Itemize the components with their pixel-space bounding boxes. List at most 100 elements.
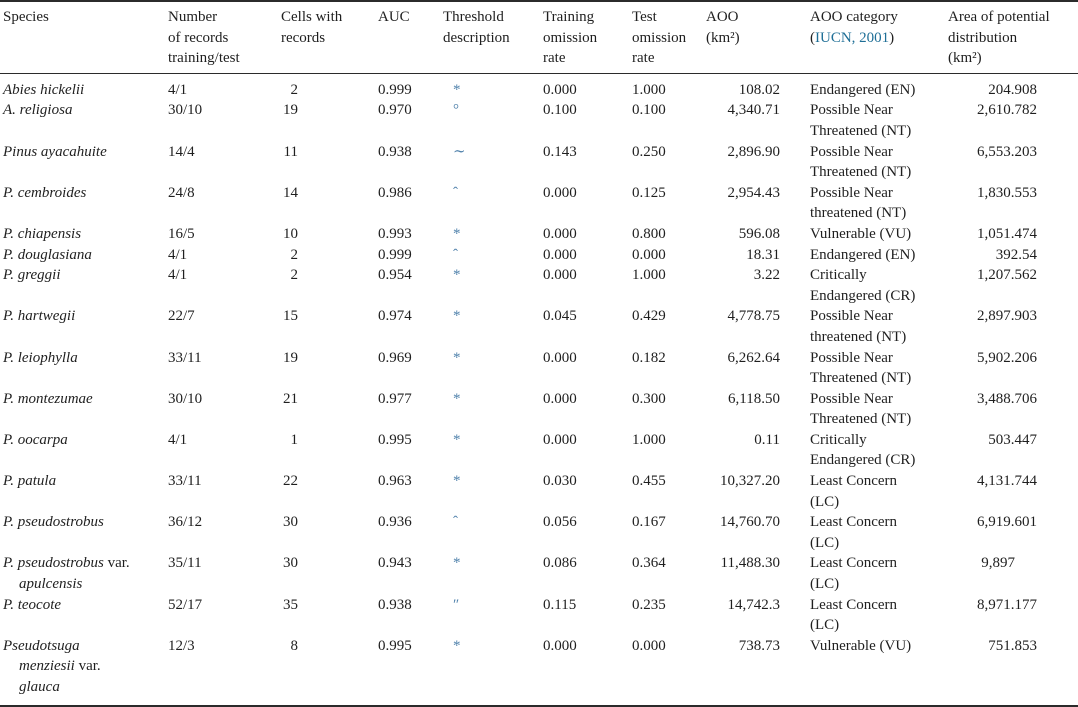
cells-with-records-cell: 35	[283, 596, 298, 613]
training-omission-cell: 0.143	[543, 143, 577, 160]
category-line: Threatened (NT)	[810, 370, 912, 387]
header-line: rate	[543, 50, 566, 67]
threshold-symbol: ˆ	[453, 514, 458, 531]
header-line: Species	[3, 9, 49, 25]
aoo-cell: 738.73	[738, 637, 780, 654]
area-value: 503.447	[988, 431, 1037, 448]
species-cell: P. pseudostrobus	[0, 512, 168, 553]
category-line: Threatened (NT)	[810, 164, 912, 181]
auc-cell: 0.999	[378, 246, 412, 263]
cells-with-records-cell: 8	[290, 637, 299, 654]
records-cell: 33/11	[168, 473, 202, 490]
aoo-cell: 0.11	[754, 431, 780, 448]
header-line: distribution	[948, 29, 1018, 46]
auc-cell: 0.986	[378, 184, 412, 201]
test-omission-cell: 0.455	[632, 473, 666, 490]
records-cell: 22/7	[168, 308, 195, 325]
aoo-cell: 11,488.30	[720, 555, 780, 572]
table-row: P. greggii 4/1 2 0.954 * 0.000 1.000 3.22 Critic…	[0, 265, 1078, 306]
training-omission-cell: 0.000	[543, 390, 577, 407]
threshold-symbol: *	[453, 473, 461, 490]
category-line: Possible Near	[810, 308, 893, 325]
species-line: P. leiophylla	[3, 348, 168, 369]
aoo-cell: 108.02	[738, 81, 780, 98]
threshold-symbol: °	[453, 102, 459, 119]
table-row: P. pseudostrobus var. apulcensis 35/11 30 0.…	[0, 553, 1078, 594]
threshold-cell: *	[443, 224, 543, 245]
species-name-part: Pinus ayacahuite	[3, 143, 107, 160]
area-value: 5,902.206	[977, 349, 1037, 366]
category-line: Vulnerable (VU)	[810, 225, 912, 242]
category-line: Endangered (EN)	[810, 81, 916, 98]
aoo-category-cell: Least Concern (LC)	[810, 512, 948, 553]
aoo-category-cell: Endangered (EN)	[810, 73, 948, 100]
area-cell: 1,051.474	[948, 224, 1078, 245]
auc-cell: 0.969	[378, 349, 412, 366]
species-line: Abies hickelii	[3, 80, 168, 101]
records-cell: 30/10	[168, 390, 203, 407]
species-name-part: P. cembroides	[3, 184, 87, 201]
test-omission-cell: 1.000	[632, 81, 666, 98]
threshold-symbol: ∼	[453, 143, 466, 160]
species-name-part: P. leiophylla	[3, 349, 78, 366]
area-cell: 6,553.203	[948, 142, 1078, 183]
auc-cell: 0.936	[378, 514, 412, 531]
threshold-symbol: ″	[453, 596, 460, 613]
cells-with-records-cell: 2	[290, 267, 299, 284]
category-line: Possible Near	[810, 349, 893, 366]
aoo-category-cell: Possible Near threatened (NT)	[810, 183, 948, 224]
col-header-training: Training omission rate	[543, 1, 632, 74]
threshold-cell: *	[443, 73, 543, 100]
area-cell: 2,897.903	[948, 306, 1078, 347]
test-omission-cell: 0.100	[632, 102, 666, 119]
header-row: Species Number of records training/test Cell…	[0, 1, 1078, 74]
test-omission-cell: 0.364	[632, 555, 666, 572]
iucn-citation-link[interactable]: IUCN, 2001	[815, 29, 890, 46]
auc-cell: 0.943	[378, 555, 412, 572]
threshold-cell: *	[443, 471, 543, 512]
header-line: rate	[632, 50, 655, 67]
species-name-part: P. pseudostrobus	[3, 514, 104, 531]
category-line: Endangered (EN)	[810, 246, 916, 263]
species-name-part: P. patula	[3, 473, 57, 490]
species-line: P. cembroides	[3, 183, 168, 204]
auc-cell: 0.977	[378, 390, 412, 407]
cells-with-records-cell: 14	[283, 184, 298, 201]
category-line: threatened (NT)	[810, 205, 907, 222]
area-value: 4,131.744	[977, 473, 1037, 490]
test-omission-cell: 0.429	[632, 308, 666, 325]
area-value: 8,971.177	[977, 596, 1037, 613]
threshold-symbol: *	[453, 225, 461, 242]
species-line: P. pseudostrobus	[3, 512, 168, 533]
species-line: Pinus ayacahuite	[3, 142, 168, 163]
area-cell: 2,610.782	[948, 100, 1078, 141]
aoo-category-cell: Possible Near Threatened (NT)	[810, 348, 948, 389]
species-cell: P. montezumae	[0, 389, 168, 430]
training-omission-cell: 0.100	[543, 102, 577, 119]
training-omission-cell: 0.000	[543, 246, 577, 263]
header-line: AOO category	[810, 9, 898, 25]
category-line: Threatened (NT)	[810, 122, 912, 139]
aoo-cell: 14,742.3	[727, 596, 781, 613]
species-cell: P. douglasiana	[0, 245, 168, 266]
table-body: Abies hickelii 4/1 2 0.999 * 0.000 1.000 108.02…	[0, 73, 1078, 705]
auc-cell: 0.954	[378, 267, 412, 284]
species-name-part: P. douglasiana	[3, 246, 92, 263]
area-cell: 1,830.553	[948, 183, 1078, 224]
header-line: Area of potential	[948, 9, 1050, 25]
species-line: P. oocarpa	[3, 430, 168, 451]
table-row: Pseudotsuga menziesii var. glauca 12/3 8 0.99…	[0, 636, 1078, 706]
threshold-cell: °	[443, 100, 543, 141]
threshold-symbol: *	[453, 555, 461, 572]
species-cell: P. leiophylla	[0, 348, 168, 389]
header-line: records	[281, 29, 326, 46]
aoo-cell: 6,118.50	[728, 390, 780, 407]
area-value: 6,553.203	[977, 143, 1037, 160]
category-line: (LC)	[810, 576, 840, 593]
threshold-symbol: *	[453, 267, 461, 284]
species-name-part: P. pseudostrobus	[3, 555, 104, 572]
header-line: omission	[543, 29, 598, 46]
species-cell: Abies hickelii	[0, 73, 168, 100]
test-omission-cell: 0.182	[632, 349, 666, 366]
category-line: Possible Near	[810, 390, 893, 407]
